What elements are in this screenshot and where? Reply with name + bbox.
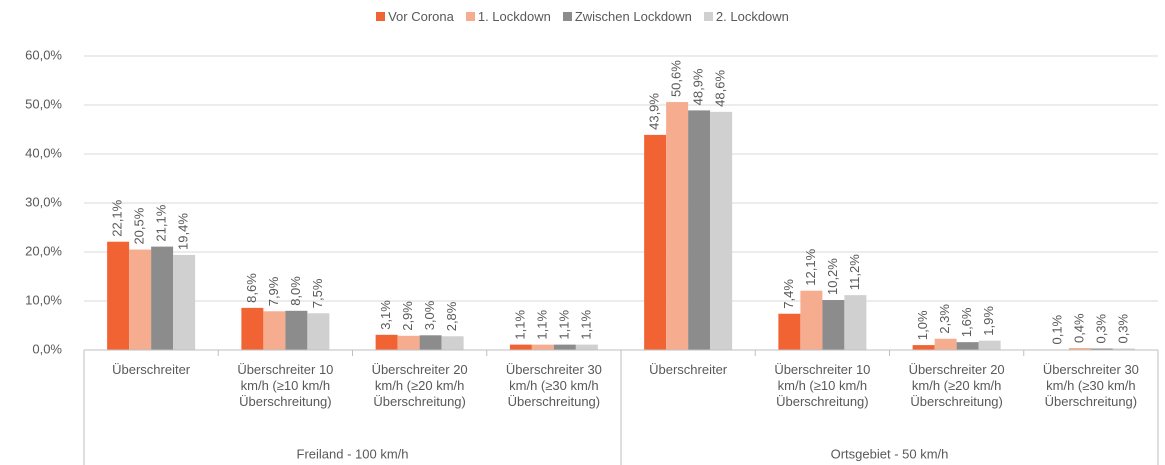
y-tick-label: 60,0% [25,47,62,62]
bar [285,310,308,350]
bar [441,336,464,350]
bar [978,340,1001,350]
legend-label: 2. Lockdown [715,9,789,24]
bar [575,344,598,350]
value-label: 2,9% [400,301,415,331]
value-label: 1,1% [556,310,571,340]
value-label: 7,4% [781,279,796,309]
bar [644,134,667,350]
value-label: 1,9% [981,306,996,336]
bar [956,342,979,350]
bar [1068,348,1091,350]
bar [1090,348,1113,350]
bar [419,335,442,350]
value-label: 43,9% [647,93,662,130]
legend-item: 1. Lockdown [465,9,551,24]
x-tick-label: Überschreiter 20 km/h (≥20 km/h Überschr… [908,362,1005,409]
value-label: 7,5% [310,278,325,308]
value-label: 21,1% [154,204,169,241]
x-tick-label: Überschreiter 10 km/h (≥10 km/h Überschr… [237,362,334,409]
bar [173,254,196,350]
legend-swatch [562,12,572,21]
bar [934,338,957,350]
bar [509,344,532,350]
value-label: 1,1% [512,310,527,340]
legend-swatch [376,12,386,21]
y-tick-label: 20,0% [25,243,62,258]
bar [129,249,152,350]
y-tick-label: 10,0% [25,292,62,307]
group-label: Freiland - 100 km/h [297,446,409,461]
x-tick-label: Überschreiter 20 km/h (≥20 km/h Überschr… [371,362,468,409]
bar [375,334,398,350]
group-label: Ortsgebiet - 50 km/h [831,446,949,461]
x-tick-label: Überschreiter 10 km/h (≥10 km/h Überschr… [774,362,871,409]
value-label: 8,0% [288,276,303,306]
bar [151,246,174,350]
legend-item: Zwischen Lockdown [562,9,692,24]
value-label: 1,1% [534,310,549,340]
legend-label: Vor Corona [388,9,454,24]
bar [241,307,264,350]
legend-label: 1. Lockdown [477,9,551,24]
y-tick-label: 50,0% [25,96,62,111]
value-label: 0,4% [1071,313,1086,343]
bar [778,313,801,350]
value-label: 2,3% [937,304,952,334]
legend-label: Zwischen Lockdown [574,9,692,24]
bar [666,102,689,350]
value-label: 0,3% [1093,313,1108,343]
value-label: 11,2% [847,254,862,290]
legend-item: 2. Lockdown [703,9,789,24]
bar [397,335,420,350]
x-tick-label: Überschreiter 30 km/h (≥30 km/h Überschr… [505,362,602,409]
bar [710,111,733,350]
bar [107,241,130,350]
value-label: 8,6% [244,273,259,303]
value-label: 19,4% [176,213,191,250]
legend-item: Vor Corona [376,9,454,24]
legend-swatch [465,12,475,21]
y-tick-label: 40,0% [25,145,62,160]
value-label: 1,1% [578,310,593,340]
value-label: 3,0% [422,300,437,330]
x-tick-label: Überschreiter [112,362,191,377]
value-label: 22,1% [110,199,125,236]
x-tick-label: Überschreiter [649,362,728,377]
bar [822,300,845,350]
bar [553,344,576,350]
value-label: 0,3% [1115,313,1130,343]
value-label: 1,6% [959,307,974,337]
value-label: 3,1% [378,300,393,330]
bar [263,311,286,350]
value-label: 20,5% [132,207,147,244]
value-label: 0,1% [1049,314,1064,344]
y-tick-label: 30,0% [25,194,62,209]
bar [1112,348,1135,350]
x-tick-label: Überschreiter 30 km/h (≥30 km/h Überschr… [1042,362,1139,409]
bar [531,344,554,350]
bar [800,290,823,350]
bar [844,295,867,350]
y-tick-label: 0,0% [32,341,62,356]
value-label: 50,6% [669,60,684,97]
value-label: 10,2% [825,258,840,295]
value-label: 1,0% [915,310,930,340]
value-label: 12,1% [803,248,818,285]
legend-swatch [703,12,713,21]
value-label: 48,9% [691,68,706,105]
value-label: 2,8% [444,301,459,331]
bar [912,345,935,350]
legend: Vor Corona 1. Lockdown Zwischen Lockdown 2.… [0,9,1165,24]
bar [307,313,330,350]
value-label: 48,6% [713,70,728,107]
bar [688,110,711,350]
value-label: 7,9% [266,276,281,306]
